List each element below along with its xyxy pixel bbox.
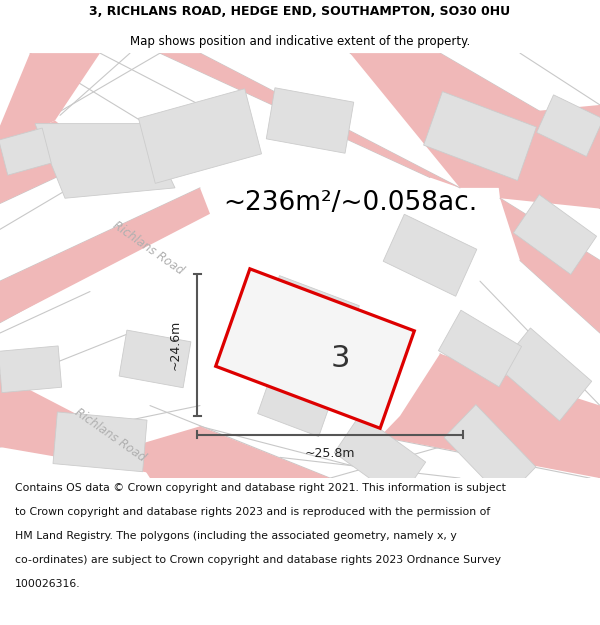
Polygon shape [500, 198, 600, 333]
Polygon shape [0, 346, 62, 392]
Text: Richlans Road: Richlans Road [110, 219, 186, 278]
Polygon shape [383, 214, 477, 296]
Polygon shape [266, 88, 354, 153]
Polygon shape [334, 414, 425, 500]
Text: Richlans Road: Richlans Road [72, 406, 148, 464]
Text: to Crown copyright and database rights 2023 and is reproduced with the permissio: to Crown copyright and database rights 2… [15, 507, 490, 517]
Text: Contains OS data © Crown copyright and database right 2021. This information is : Contains OS data © Crown copyright and d… [15, 482, 506, 492]
Polygon shape [514, 194, 596, 274]
Text: ~24.6m: ~24.6m [169, 320, 182, 370]
Polygon shape [119, 330, 191, 388]
Polygon shape [0, 53, 100, 146]
Polygon shape [444, 404, 536, 500]
Polygon shape [257, 374, 332, 437]
Polygon shape [139, 89, 262, 183]
Polygon shape [0, 188, 210, 322]
Polygon shape [498, 328, 592, 421]
Text: HM Land Registry. The polygons (including the associated geometry, namely x, y: HM Land Registry. The polygons (includin… [15, 531, 457, 541]
Polygon shape [439, 310, 521, 387]
Polygon shape [160, 53, 460, 188]
Text: co-ordinates) are subject to Crown copyright and database rights 2023 Ordnance S: co-ordinates) are subject to Crown copyr… [15, 555, 501, 565]
Polygon shape [380, 354, 600, 478]
Text: ~25.8m: ~25.8m [305, 447, 355, 460]
Text: 3: 3 [330, 344, 350, 373]
Polygon shape [0, 128, 51, 175]
Polygon shape [53, 412, 147, 472]
Text: 100026316.: 100026316. [15, 579, 80, 589]
Text: 3, RICHLANS ROAD, HEDGE END, SOUTHAMPTON, SO30 0HU: 3, RICHLANS ROAD, HEDGE END, SOUTHAMPTON… [89, 5, 511, 18]
Text: ~236m²/~0.058ac.: ~236m²/~0.058ac. [223, 191, 477, 216]
Polygon shape [130, 426, 330, 478]
Polygon shape [490, 105, 600, 209]
Polygon shape [35, 124, 175, 198]
Polygon shape [260, 276, 359, 359]
Polygon shape [350, 53, 600, 188]
Polygon shape [0, 121, 100, 203]
Polygon shape [424, 91, 536, 181]
Text: Map shows position and indicative extent of the property.: Map shows position and indicative extent… [130, 35, 470, 48]
Polygon shape [215, 269, 415, 428]
Polygon shape [536, 95, 600, 156]
Polygon shape [0, 374, 180, 478]
